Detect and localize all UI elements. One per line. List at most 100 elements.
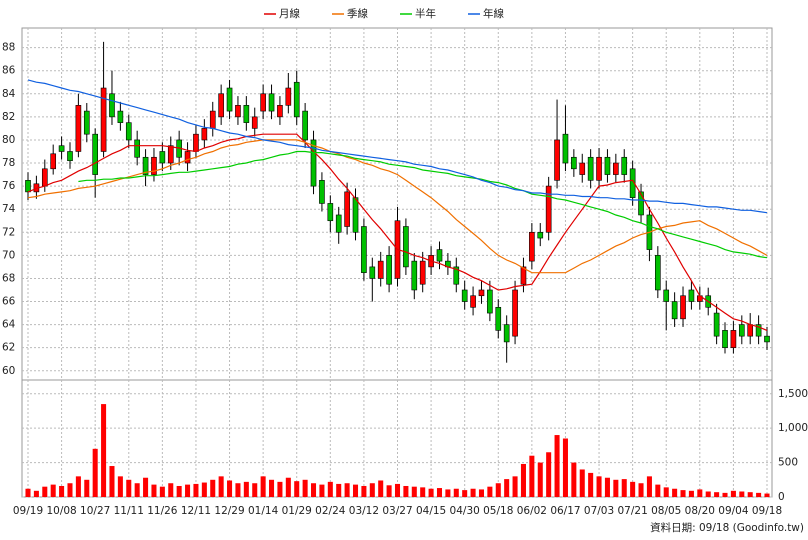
candle-body	[310, 139, 317, 187]
y-tick-label: 62	[2, 342, 15, 354]
x-tick-label: 05/18	[483, 505, 513, 517]
volume-bar	[613, 479, 619, 497]
volume-bar	[537, 462, 543, 497]
volume-bar	[252, 483, 258, 497]
volume-bar	[311, 483, 317, 497]
volume-bar	[630, 481, 636, 497]
candle-body	[571, 156, 577, 170]
volume-bar	[394, 483, 401, 497]
candle-body	[142, 156, 149, 175]
candle-body	[67, 151, 73, 162]
y2-tick-label: 0	[778, 491, 785, 503]
y-tick-label: 86	[2, 65, 16, 77]
candle-body	[537, 231, 544, 239]
x-tick-label: 01/29	[282, 505, 312, 517]
ma-line	[27, 133, 768, 331]
volume-bar	[621, 479, 627, 497]
volume-bar	[193, 483, 199, 497]
volume-bar	[67, 483, 73, 497]
candle-body	[218, 93, 224, 118]
volume-bar	[369, 483, 375, 497]
volume-bar	[285, 477, 291, 497]
volume-bar	[705, 491, 711, 497]
volume-bar	[604, 477, 610, 497]
x-tick-label: 08/05	[651, 505, 681, 517]
candle-body	[268, 93, 275, 112]
volume-bar	[663, 487, 669, 497]
volume-bar	[42, 486, 48, 497]
candle-body	[629, 168, 636, 198]
candle-body	[613, 162, 619, 175]
volume-bar	[546, 452, 552, 497]
candle-body	[579, 162, 586, 175]
volume-bar	[126, 479, 132, 497]
candle-body	[411, 260, 418, 291]
candle-body	[319, 180, 325, 204]
volume-bar	[319, 484, 325, 497]
candle-body	[453, 266, 460, 285]
volume-bar	[185, 484, 191, 497]
candle-body	[83, 110, 90, 135]
volume-bar	[714, 492, 720, 497]
candle-body	[159, 151, 166, 164]
candle-body	[621, 156, 628, 175]
x-tick-label: 04/15	[416, 505, 446, 517]
volume-bar	[520, 463, 526, 497]
candle-body	[285, 87, 292, 106]
candle-body	[151, 156, 157, 175]
volume-bar	[75, 476, 81, 497]
volume-bar	[487, 486, 493, 497]
volume-bar	[596, 476, 602, 497]
volume-bar	[344, 483, 350, 497]
candle-body	[436, 249, 443, 262]
ma-line	[78, 150, 768, 259]
candle-body	[562, 133, 569, 164]
candle-body	[512, 289, 518, 337]
volume-bar	[588, 472, 594, 497]
candle-body	[361, 226, 367, 273]
y-tick-label: 64	[2, 319, 16, 331]
volume-bar	[495, 483, 501, 497]
candle-body	[419, 260, 426, 285]
volume-bar	[269, 479, 275, 497]
candle-body	[58, 145, 65, 152]
candle-body	[688, 289, 695, 302]
volume-bar	[436, 488, 443, 497]
volume-bar	[428, 488, 434, 497]
y-tick-label: 88	[2, 42, 15, 54]
y-tick-label: 82	[2, 111, 15, 123]
x-tick-label: 08/20	[685, 505, 715, 517]
volume-bar	[478, 489, 484, 497]
candle-body	[209, 110, 216, 129]
x-tick-label: 12/29	[214, 505, 244, 517]
candle-body	[327, 203, 334, 222]
candle-body	[302, 110, 308, 141]
volume-bar	[512, 476, 518, 497]
x-tick-label: 06/17	[550, 505, 580, 517]
y2-tick-label: 1,500	[778, 388, 808, 400]
volume-bar	[571, 462, 577, 497]
volume-bar	[159, 486, 165, 497]
volume-bar	[411, 486, 417, 497]
volume-bar	[646, 476, 652, 497]
legend-label: 年線	[483, 7, 504, 20]
candle-body	[487, 289, 493, 314]
volume-bar	[243, 481, 249, 497]
y-tick-label: 66	[2, 296, 16, 308]
legend-label: 月線	[279, 7, 300, 20]
candle-body	[596, 156, 602, 181]
volume-bar	[403, 485, 409, 497]
candle-body	[730, 330, 737, 348]
volume-bar	[655, 484, 661, 497]
candle-body	[50, 153, 57, 170]
x-tick-label: 10/27	[80, 505, 110, 517]
candle-body	[738, 324, 745, 337]
candle-body	[75, 105, 82, 152]
candle-body	[638, 191, 644, 216]
x-tick-label: 03/27	[382, 505, 412, 517]
candle-body	[352, 197, 359, 233]
candle-body	[243, 105, 250, 123]
candle-body	[344, 191, 350, 227]
volume-bar	[579, 469, 585, 497]
candle-body	[587, 156, 594, 181]
